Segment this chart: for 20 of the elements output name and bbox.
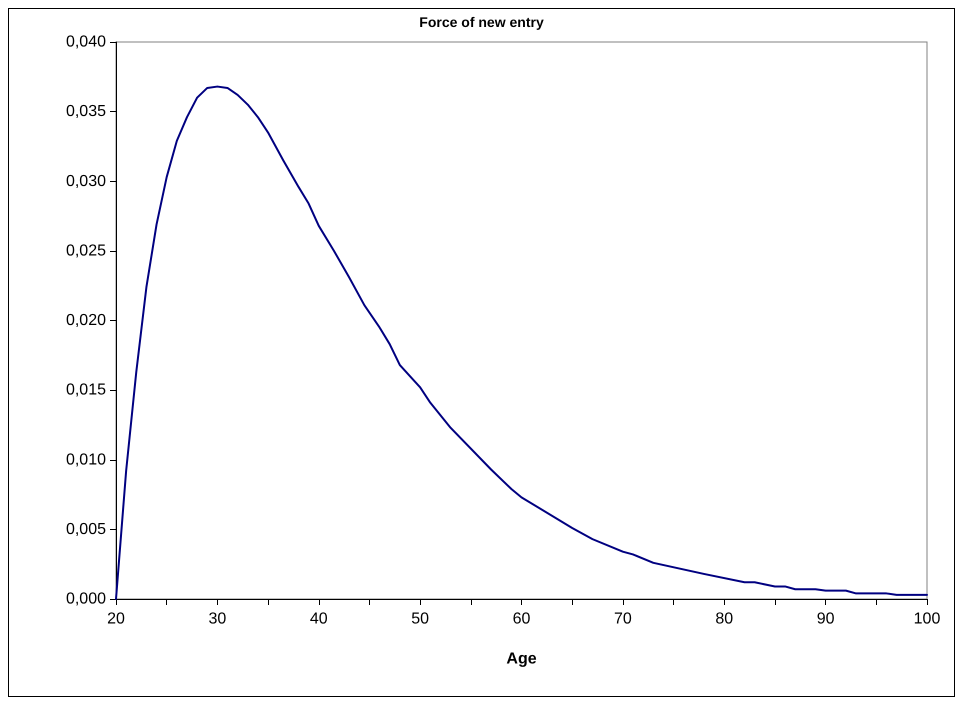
chart-title: Force of new entry bbox=[419, 14, 544, 30]
x-tick-label: 70 bbox=[614, 610, 632, 628]
x-tick-label: 30 bbox=[208, 610, 226, 628]
y-tick-label: 0,010 bbox=[66, 451, 106, 468]
x-tick-label: 90 bbox=[816, 610, 835, 628]
x-tick-label: 40 bbox=[310, 610, 328, 628]
y-tick-label: 0,025 bbox=[66, 242, 106, 260]
y-tick-label: 0,000 bbox=[66, 590, 106, 608]
y-tick-label: 0,035 bbox=[66, 103, 106, 120]
y-tick-label: 0,020 bbox=[66, 312, 106, 329]
y-tick-label: 0,015 bbox=[66, 382, 106, 399]
y-tick-label: 0,040 bbox=[66, 34, 106, 50]
x-axis-title: Age bbox=[506, 650, 537, 668]
x-tick-label: 20 bbox=[107, 610, 125, 628]
y-tick-label: 0,005 bbox=[66, 520, 106, 538]
x-tick-label: 50 bbox=[411, 610, 430, 628]
x-tick-label: 60 bbox=[512, 610, 530, 628]
x-tick-label: 100 bbox=[914, 610, 940, 628]
y-tick-label: 0,030 bbox=[66, 172, 106, 190]
x-tick-label: 80 bbox=[715, 610, 734, 628]
